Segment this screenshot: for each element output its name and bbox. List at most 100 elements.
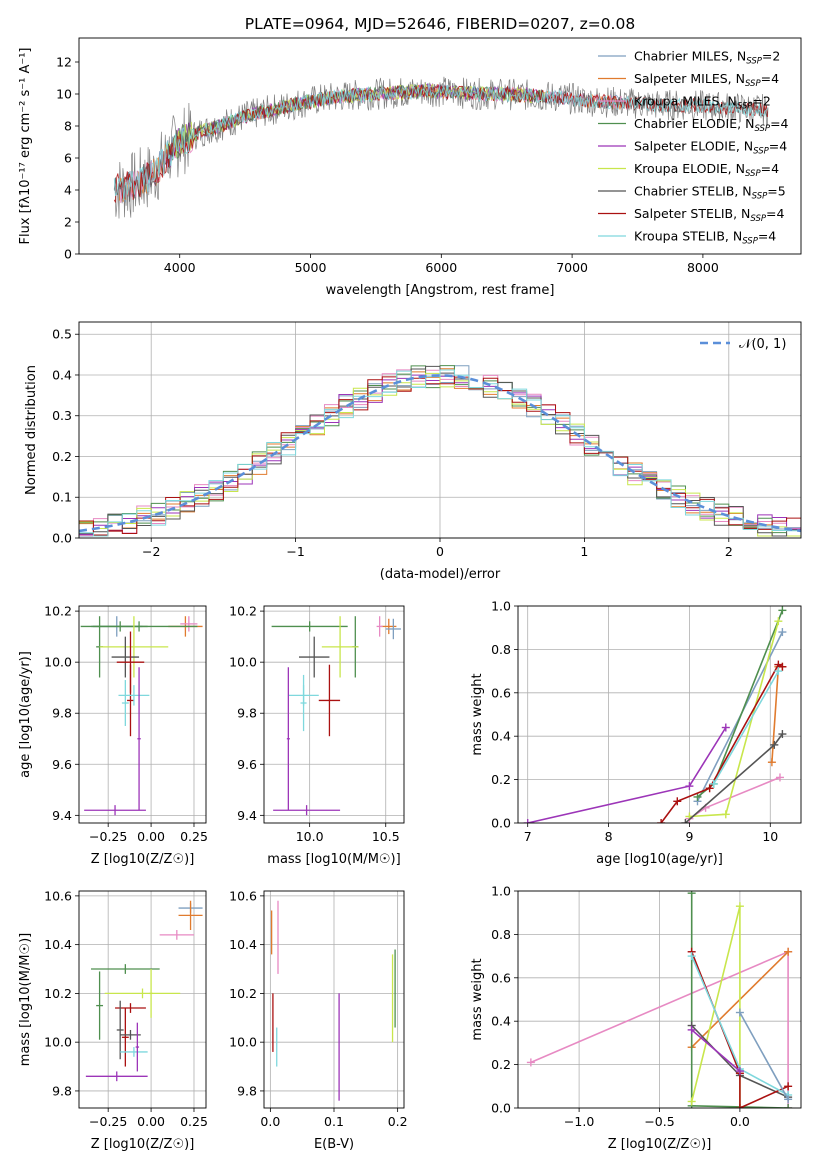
y-tick-label: 10.0 bbox=[229, 1035, 257, 1050]
legend-label: Kroupa ELODIE, NSSP=4 bbox=[634, 161, 779, 179]
y-axis-label: age [log10(age/yr)] bbox=[18, 651, 33, 778]
x-tick-label: 0.00 bbox=[137, 829, 165, 844]
y-tick-label: 10.0 bbox=[229, 655, 257, 670]
y-tick-label: 10.2 bbox=[44, 986, 72, 1001]
spectrum-chart: 4000 5000 6000 7000 8000 0 2 4 6 8 10 12 wavelength … bbox=[18, 37, 802, 298]
y-tick-label: 1.0 bbox=[491, 599, 511, 614]
weight-line-7 bbox=[660, 663, 783, 823]
errorbar-point bbox=[96, 971, 104, 1040]
y-tick-label: 0.0 bbox=[491, 1101, 511, 1116]
weight-marker bbox=[657, 819, 666, 823]
weight-marker bbox=[709, 779, 718, 788]
y-tick-label: 0.4 bbox=[491, 729, 511, 744]
y-axis-label: mass [log10(M/M☉)] bbox=[18, 933, 33, 1066]
age_vs_Z-frame bbox=[78, 605, 207, 824]
errorbar-point bbox=[273, 805, 341, 816]
x-tick-label: 5000 bbox=[295, 260, 327, 275]
legend-label: Salpeter MILES, NSSP=4 bbox=[634, 71, 779, 89]
y-tick-label: 0.2 bbox=[52, 449, 72, 464]
y-tick-label: 10.6 bbox=[44, 888, 72, 903]
errorbar-point bbox=[121, 680, 129, 726]
x-tick-label: 2 bbox=[725, 544, 733, 559]
weight-line-5 bbox=[689, 620, 780, 818]
weight-marker bbox=[735, 1067, 744, 1076]
weight-marker bbox=[685, 782, 694, 791]
y-axis-label: mass weight bbox=[470, 958, 485, 1040]
y-tick-label: 0.2 bbox=[491, 1057, 511, 1072]
weight-marker bbox=[767, 758, 776, 767]
legend-label: Kroupa MILES, NSSP=2 bbox=[634, 94, 771, 112]
errorbar-point bbox=[286, 667, 290, 811]
y-axis-label: mass weight bbox=[470, 673, 485, 755]
weight-line-7 bbox=[691, 1029, 741, 1072]
y-axis-label: Flux [fλ10⁻¹⁷ erg cm⁻² s⁻¹ A⁻¹] bbox=[18, 48, 33, 245]
y-tick-label: 0.0 bbox=[52, 531, 72, 546]
y-tick-label: 12 bbox=[56, 55, 72, 70]
mass_vs_Z-chart: −0.25 0.00 0.25 9.8 10.0 10.2 10.4 10.6 Z [log10… bbox=[18, 888, 208, 1152]
weight-marker bbox=[778, 662, 787, 671]
y-tick-label: 10.0 bbox=[44, 1035, 72, 1050]
weight-marker bbox=[721, 723, 730, 732]
x-tick-label: 8000 bbox=[687, 260, 719, 275]
y-tick-label: 2 bbox=[64, 215, 72, 230]
errorbar-point bbox=[135, 1022, 140, 1072]
y-tick-label: 0.0 bbox=[491, 816, 511, 831]
mass_vs_EBV-chart: 0.0 0.1 0.2 9.8 10.0 10.2 10.4 10.6 E(B-V) bbox=[229, 888, 407, 1152]
y-tick-label: 9.8 bbox=[52, 706, 72, 721]
x-tick-label: 4000 bbox=[164, 260, 196, 275]
y-tick-label: 9.4 bbox=[237, 808, 257, 823]
age_vs_Z-plot-area bbox=[80, 616, 203, 816]
errorbar-point bbox=[299, 636, 330, 678]
legend-label: Salpeter STELIB, NSSP=4 bbox=[634, 206, 784, 224]
weight-marker bbox=[774, 617, 783, 626]
x-tick-label: 6000 bbox=[425, 260, 457, 275]
residuals-chart: −2 −1 0 1 2 0.0 0.1 0.2 0.3 0.4 0.5 (data-model)/er… bbox=[24, 321, 802, 582]
y-tick-label: 0.6 bbox=[491, 685, 511, 700]
histogram-step-8 bbox=[79, 369, 801, 538]
x-axis-label: mass [log10(M/M☉)] bbox=[267, 852, 400, 867]
age_vs_Z-chart: −0.25 0.00 0.25 9.4 9.6 9.8 10.0 10.2 Z [log10(Z… bbox=[18, 604, 208, 867]
x-tick-label: −1 bbox=[286, 544, 304, 559]
y-tick-label: 10.0 bbox=[44, 655, 72, 670]
residuals-frame bbox=[78, 321, 802, 539]
y-tick-label: 0.3 bbox=[52, 408, 72, 423]
legend-label: 𝒩(0, 1) bbox=[739, 337, 786, 352]
weight_vs_Z-frame bbox=[517, 890, 802, 1109]
errorbar-point bbox=[381, 618, 397, 635]
age_vs_Z-grid bbox=[79, 606, 206, 823]
errorbar-point bbox=[116, 1000, 124, 1060]
y-tick-label: 9.8 bbox=[237, 1083, 257, 1098]
spectrum-legend: Chabrier MILES, NSSP=2 Salpeter MILES, NS… bbox=[598, 49, 789, 247]
residuals-plot-area bbox=[79, 365, 801, 538]
weight-marker bbox=[774, 667, 783, 676]
weight-marker bbox=[693, 792, 702, 801]
x-tick-label: 1 bbox=[580, 544, 588, 559]
y-tick-label: 9.8 bbox=[237, 706, 257, 721]
legend-label: Chabrier ELODIE, NSSP=4 bbox=[634, 116, 789, 134]
y-tick-label: 0.4 bbox=[52, 367, 72, 382]
weight_vs_age-frame bbox=[517, 605, 802, 824]
y-tick-label: 10.4 bbox=[229, 937, 257, 952]
weight-marker bbox=[735, 1008, 744, 1017]
age_vs_mass-plot-area bbox=[271, 616, 401, 816]
x-axis-label: age [log10(age/yr)] bbox=[596, 852, 723, 867]
y-tick-label: 10 bbox=[56, 87, 72, 102]
x-axis-label: Z [log10(Z/Z☉)] bbox=[91, 852, 195, 867]
weight_vs_age-chart: 7 8 9 10 0.0 0.2 0.4 0.6 0.8 1.0 age [log10(age/yr… bbox=[470, 599, 802, 867]
x-tick-label: 0.0 bbox=[730, 1114, 750, 1129]
weight-line-4 bbox=[527, 727, 727, 823]
errorbar-point bbox=[127, 664, 134, 737]
errorbar-point bbox=[104, 988, 181, 999]
errorbar-point bbox=[91, 964, 160, 974]
weight-marker bbox=[784, 1104, 793, 1108]
x-tick-label: 0.00 bbox=[137, 1114, 165, 1129]
errorbar-point bbox=[121, 1008, 129, 1067]
weight-marker bbox=[687, 1025, 696, 1034]
y-tick-label: 0.4 bbox=[491, 1014, 511, 1029]
age_vs_mass-frame bbox=[263, 605, 405, 824]
y-tick-label: 10.2 bbox=[44, 604, 72, 619]
y-tick-label: 1.0 bbox=[491, 884, 511, 899]
y-tick-label: 4 bbox=[64, 183, 72, 198]
x-tick-label: −2 bbox=[142, 544, 160, 559]
